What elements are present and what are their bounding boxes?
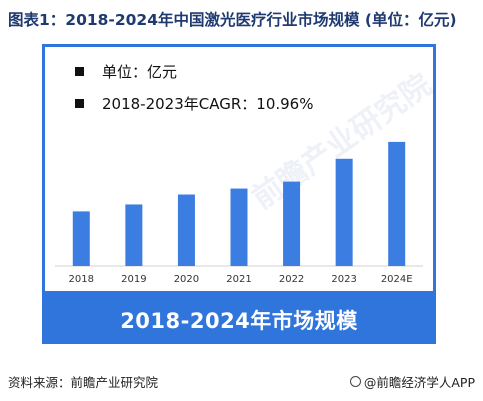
legend-cagr-text: 2018-2023年CAGR：10.96% [102, 95, 314, 113]
legend-unit: 单位：亿元 [75, 61, 177, 82]
x-tick-label: 2021 [226, 274, 251, 285]
banner-title: 2018-2024年市场规模 [120, 309, 358, 333]
chart-panel: 前瞻产业研究院 单位：亿元 2018-2023年CAGR：10.96% 2018… [45, 47, 438, 291]
bullet-square-icon [75, 99, 84, 108]
x-tick-label: 2019 [121, 274, 146, 285]
x-tick-label: 2024E [381, 274, 413, 285]
bar-2024E [388, 141, 406, 266]
bar-2018 [72, 211, 90, 266]
legend-unit-text: 单位：亿元 [102, 63, 178, 81]
bar-chart: 2018 2019 2020 2021 2022 2023 2024E [55, 141, 423, 285]
x-tick-label: 2018 [69, 274, 94, 285]
chart-title: 图表1：2018-2024年中国激光医疗行业市场规模 (单位：亿元) [8, 11, 457, 29]
brand-logo-icon [349, 376, 361, 387]
bar-2019 [125, 204, 143, 266]
bullet-square-icon [75, 67, 84, 76]
bar-2020 [177, 194, 195, 266]
bar-2022 [283, 181, 301, 266]
brand-text: @前瞻经济学人APP [363, 375, 475, 390]
legend-cagr: 2018-2023年CAGR：10.96% [75, 93, 313, 114]
x-tick-label: 2020 [174, 274, 199, 285]
bar-2021 [230, 188, 248, 266]
x-tick-label: 2022 [279, 274, 304, 285]
source-note: 资料来源：前瞻产业研究院 [8, 375, 159, 390]
x-tick-label: 2023 [331, 274, 356, 285]
bar-2023 [335, 158, 353, 266]
brand-credit: @前瞻经济学人APP [349, 372, 475, 391]
